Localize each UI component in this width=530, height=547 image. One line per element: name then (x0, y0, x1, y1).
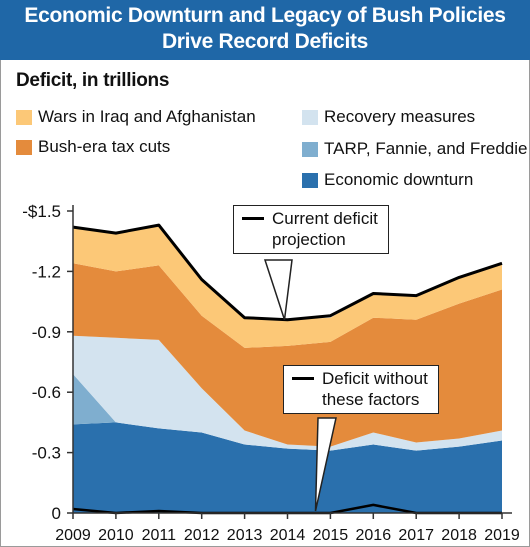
legend-swatch-tarp (302, 142, 318, 157)
current-line-key-icon (242, 216, 264, 220)
callout-without-line-2: these factors (322, 390, 420, 409)
x-tick-label: 2012 (184, 527, 220, 544)
legend-label-tax: Bush-era tax cuts (38, 137, 171, 156)
chart-title-line-2: Drive Record Deficits (161, 30, 369, 53)
x-tick-label: 2014 (270, 527, 306, 544)
y-tick-label: -0.3 (32, 444, 61, 463)
x-tick-label: 2019 (484, 527, 520, 544)
area-downturn (73, 422, 502, 513)
y-tick-label: -0.6 (32, 383, 61, 402)
y-tick-label: -0.9 (32, 323, 61, 342)
callout-without-line-1: Deficit without (322, 369, 428, 388)
legend-swatch-tax (16, 140, 32, 155)
x-tick-label: 2013 (227, 527, 263, 544)
x-tick-label: 2009 (55, 527, 91, 544)
legend-swatch-wars (16, 110, 32, 125)
chart-title-line-1: Economic Downturn and Legacy of Bush Pol… (24, 4, 506, 27)
callout-current-deficit: Current deficit projection (233, 205, 389, 254)
legend-label-tarp: TARP, Fannie, and Freddie (324, 139, 528, 158)
chart-subtitle: Deficit, in trillions (16, 70, 170, 91)
callout-without-factors: Deficit without these factors (283, 365, 439, 414)
area-recovery (73, 335, 502, 451)
without-line-key-icon (292, 376, 314, 380)
line-current (72, 223, 503, 322)
legend-swatch-recovery (302, 110, 318, 125)
callout-pointer-without (314, 417, 337, 512)
x-tick-label: 2016 (356, 527, 392, 544)
x-tick-label: 2010 (98, 527, 134, 544)
callout-pointer-current (263, 259, 293, 320)
y-tick-label: -$1.5 (22, 202, 61, 221)
area-wars (73, 225, 502, 348)
y-tick-label: -1.2 (32, 262, 61, 281)
legend-swatch-downturn (302, 173, 318, 188)
x-tick-label: 2018 (441, 527, 477, 544)
x-tick-label: 2015 (313, 527, 349, 544)
chart-header: Economic Downturn and Legacy of Bush Pol… (0, 0, 530, 60)
legend-label-recovery: Recovery measures (324, 107, 476, 126)
y-tick-label: 0 (52, 504, 61, 523)
callout-current-line-2: projection (272, 230, 346, 249)
legend-label-downturn: Economic downturn (324, 170, 474, 189)
x-tick-label: 2017 (398, 527, 434, 544)
legend-label-wars: Wars in Iraq and Afghanistan (38, 107, 256, 126)
x-tick-label: 2011 (142, 527, 177, 544)
callout-current-line-1: Current deficit (272, 209, 378, 228)
